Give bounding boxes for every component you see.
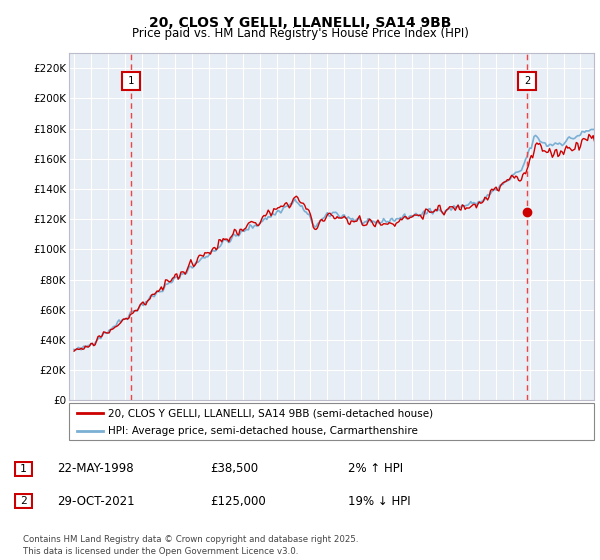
Text: 29-OCT-2021: 29-OCT-2021	[57, 494, 134, 508]
Text: £38,500: £38,500	[210, 462, 258, 475]
Text: Price paid vs. HM Land Registry's House Price Index (HPI): Price paid vs. HM Land Registry's House …	[131, 27, 469, 40]
Text: 2% ↑ HPI: 2% ↑ HPI	[348, 462, 403, 475]
Text: 19% ↓ HPI: 19% ↓ HPI	[348, 494, 410, 508]
FancyBboxPatch shape	[15, 494, 32, 508]
Text: 2: 2	[524, 76, 530, 86]
Text: 2: 2	[20, 496, 27, 506]
Text: 20, CLOS Y GELLI, LLANELLI, SA14 9BB (semi-detached house): 20, CLOS Y GELLI, LLANELLI, SA14 9BB (se…	[109, 408, 433, 418]
Text: 20, CLOS Y GELLI, LLANELLI, SA14 9BB: 20, CLOS Y GELLI, LLANELLI, SA14 9BB	[149, 16, 451, 30]
Text: 22-MAY-1998: 22-MAY-1998	[57, 462, 134, 475]
FancyBboxPatch shape	[69, 403, 594, 440]
Text: HPI: Average price, semi-detached house, Carmarthenshire: HPI: Average price, semi-detached house,…	[109, 426, 418, 436]
Text: £125,000: £125,000	[210, 494, 266, 508]
FancyBboxPatch shape	[15, 461, 32, 476]
Text: 1: 1	[128, 76, 134, 86]
Text: Contains HM Land Registry data © Crown copyright and database right 2025.
This d: Contains HM Land Registry data © Crown c…	[23, 535, 358, 556]
Text: 1: 1	[20, 464, 27, 474]
